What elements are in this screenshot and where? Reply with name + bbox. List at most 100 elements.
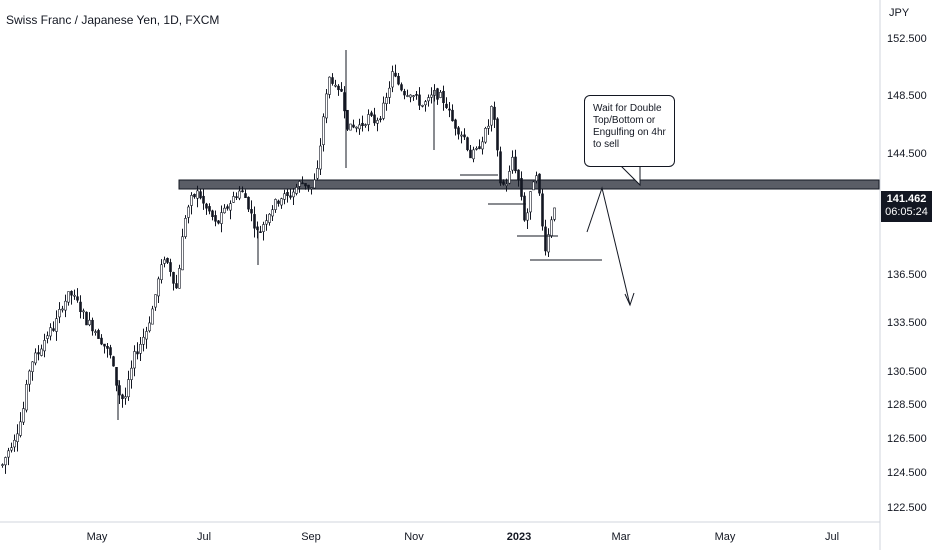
- candle-body: [217, 220, 220, 224]
- candle-body: [493, 106, 496, 120]
- candle-body: [358, 124, 361, 130]
- time-tick-label: Sep: [301, 531, 321, 543]
- time-tick-label: Jul: [197, 531, 211, 543]
- candle-body: [520, 178, 523, 197]
- candle-body: [166, 258, 169, 263]
- candle-body: [208, 206, 211, 212]
- candle-body: [364, 124, 367, 126]
- candle-body: [532, 181, 535, 191]
- candle-body: [46, 335, 49, 339]
- callout-pointer: [619, 164, 641, 187]
- annotation-callout[interactable]: Wait for Double Top/Bottom or Engulfing …: [584, 95, 675, 167]
- candle-body: [103, 343, 106, 347]
- candle-body: [262, 224, 265, 232]
- candle-body: [202, 195, 205, 204]
- candle-body: [118, 385, 121, 396]
- candle-body: [292, 191, 295, 198]
- candle-body: [544, 226, 547, 252]
- candle-body: [40, 348, 43, 356]
- candle-body: [127, 379, 130, 398]
- candle-body: [226, 206, 229, 209]
- price-tick-label: 144.500: [887, 148, 927, 160]
- candle-body: [64, 300, 67, 311]
- candle-body: [124, 396, 127, 399]
- candle-body: [295, 187, 298, 194]
- candle-body: [379, 118, 382, 121]
- candle-body: [28, 370, 31, 385]
- candle-body: [484, 128, 487, 143]
- candle-body: [289, 195, 292, 198]
- candle-body: [481, 141, 484, 150]
- candle-body: [229, 203, 232, 211]
- candle-body: [16, 433, 19, 442]
- candle-body: [142, 336, 145, 345]
- candle-body: [343, 92, 346, 112]
- candle-body: [232, 196, 235, 203]
- candle-body: [34, 352, 37, 364]
- candle-body: [157, 278, 160, 297]
- time-tick-label: May: [715, 531, 736, 543]
- candle-body: [1, 464, 4, 466]
- candle-body: [76, 296, 79, 301]
- candle-body: [553, 207, 556, 220]
- candle-body: [49, 327, 52, 337]
- candle-body: [136, 351, 139, 355]
- candle-body: [37, 352, 40, 355]
- candle-body: [190, 195, 193, 206]
- currency-label: JPY: [889, 7, 910, 19]
- candle-body: [541, 193, 544, 227]
- candle-body: [184, 218, 187, 237]
- candle-body: [148, 322, 151, 332]
- candle-body: [220, 212, 223, 224]
- candle-body: [442, 90, 445, 104]
- candle-body: [154, 294, 157, 308]
- candle-body: [43, 340, 46, 352]
- candle-body: [337, 85, 340, 91]
- candle-body: [445, 103, 448, 108]
- candle-body: [286, 192, 289, 197]
- candle-body: [193, 193, 196, 198]
- candle-body: [400, 84, 403, 91]
- candle-body: [181, 236, 184, 271]
- structure-lines: [460, 174, 602, 261]
- candle-body: [355, 126, 358, 129]
- candle-body: [199, 191, 202, 199]
- candle-body: [328, 76, 331, 95]
- candle-body: [238, 190, 241, 199]
- price-tick-label: 136.500: [887, 269, 927, 281]
- candle-body: [271, 209, 274, 217]
- candle-body: [307, 184, 310, 188]
- candle-body: [529, 191, 532, 213]
- candle-body: [418, 94, 421, 106]
- candle-body: [304, 183, 307, 187]
- candle-body: [13, 439, 16, 448]
- price-tick-label: 133.500: [887, 317, 927, 329]
- candle-body: [19, 421, 22, 436]
- candle-body: [388, 87, 391, 98]
- candle-body: [163, 259, 166, 264]
- candle-body: [169, 262, 172, 272]
- candle-body: [472, 149, 475, 160]
- candle-body: [88, 319, 91, 326]
- candle-body: [160, 264, 163, 280]
- time-tick-label: Jul: [825, 531, 839, 543]
- candle-body: [523, 195, 526, 221]
- candle-body: [496, 118, 499, 151]
- candle-body: [373, 114, 376, 124]
- price-tick-label: 122.500: [887, 502, 927, 514]
- candle-body: [7, 450, 10, 458]
- candle-body: [205, 203, 208, 209]
- price-axis: 152.500148.500144.500141.500136.500133.5…: [887, 33, 927, 514]
- price-tick-label: 152.500: [887, 33, 927, 45]
- candle-body: [241, 190, 244, 193]
- candle-body: [412, 95, 415, 97]
- candle-body: [301, 182, 304, 185]
- candle-body: [115, 367, 118, 386]
- time-tick-label: Mar: [612, 531, 631, 543]
- candle-body: [58, 309, 61, 318]
- candle-body: [547, 234, 550, 253]
- price-tick-label: 126.500: [887, 433, 927, 445]
- candle-body: [145, 331, 148, 340]
- candle-body: [97, 330, 100, 339]
- candle-body: [259, 231, 262, 233]
